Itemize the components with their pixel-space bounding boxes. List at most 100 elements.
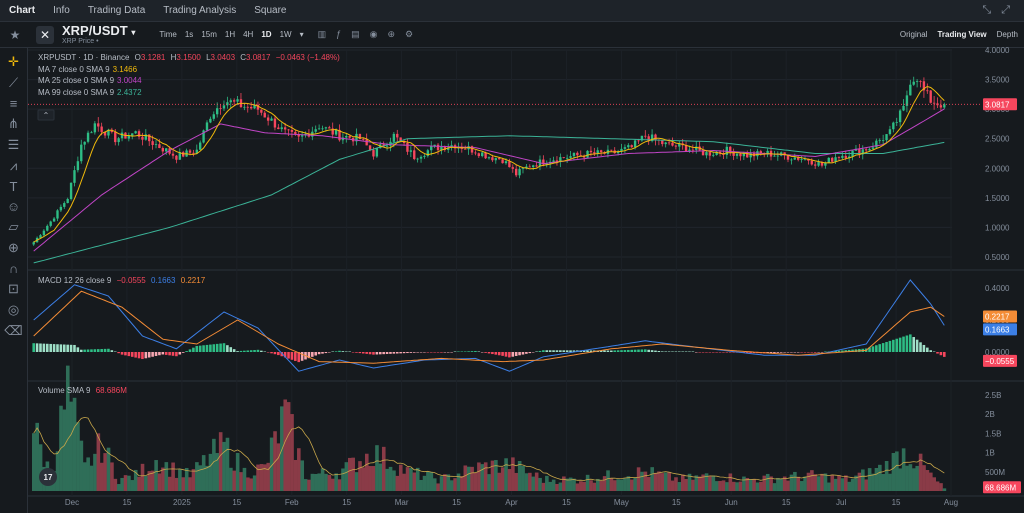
view-trading-view[interactable]: Trading View	[937, 30, 987, 39]
volume-bar	[929, 472, 933, 491]
timeframe-1d[interactable]: 1D	[261, 30, 272, 39]
volume-bar	[378, 463, 383, 491]
time-axis-label: Feb	[285, 498, 299, 507]
macd-histogram-bar	[528, 352, 532, 354]
favorite-star-icon[interactable]: ★	[9, 27, 21, 42]
candle-body	[756, 151, 759, 157]
pattern-icon[interactable]: ⩘	[9, 158, 18, 173]
layout-icon[interactable]: ▤	[351, 29, 360, 39]
candle-body	[508, 161, 511, 168]
candle-body	[331, 128, 334, 135]
candle-body	[783, 152, 786, 156]
volume-bar	[443, 474, 447, 491]
volume-bar	[140, 463, 145, 491]
macd-legend: MACD 12 26 close 9 −0.0555 0.1663 0.2217	[38, 275, 205, 287]
macd-histogram-bar	[239, 350, 243, 352]
macd-histogram-bar	[443, 352, 447, 353]
volume-bar	[103, 453, 107, 491]
fork-icon[interactable]: ⋔	[8, 116, 19, 131]
volume-bar	[820, 473, 824, 491]
macd-histogram-bar	[416, 352, 419, 353]
timeframe-1w[interactable]: 1W	[279, 30, 292, 39]
macd-histogram-bar	[480, 352, 484, 353]
tab-trading-data[interactable]: Trading Data	[87, 4, 146, 16]
text-icon[interactable]: T	[9, 179, 18, 194]
time-axis-label: 2025	[173, 498, 191, 507]
fib-icon[interactable]: ☰	[7, 137, 20, 152]
macd-histogram-bar	[307, 352, 311, 359]
volume-bar	[816, 476, 821, 491]
time-axis-label: Aug	[944, 498, 958, 507]
view-depth[interactable]: Depth	[996, 30, 1018, 39]
volume-bar	[738, 481, 743, 491]
pair-selector[interactable]: XRP/USDT ▾ XRP Price •	[62, 24, 135, 45]
magnet-icon[interactable]: ∩	[8, 261, 19, 276]
candle-body	[871, 147, 875, 149]
volume-bar	[79, 440, 84, 491]
last-price-badge	[983, 98, 1017, 111]
ohlc-line: XRPUSDT · 1D · Binance O3.1281 H3.1500 L…	[38, 52, 340, 64]
volume-bar	[123, 475, 128, 491]
chart-type-icon[interactable]: ▥	[317, 29, 327, 39]
macd-histogram-bar	[684, 351, 688, 352]
macd-histogram-bar	[113, 351, 117, 352]
candle-body	[175, 155, 178, 160]
candle-body	[708, 152, 712, 156]
volume-bar	[86, 457, 90, 491]
timeframe-4h[interactable]: 4H	[243, 30, 254, 39]
tab-info[interactable]: Info	[53, 4, 70, 16]
volume-bar	[731, 481, 736, 491]
emoji-icon[interactable]: ☺	[6, 199, 21, 214]
candle-body	[406, 142, 409, 152]
macd-histogram-bar	[803, 352, 807, 353]
macd-histogram-bar	[647, 349, 650, 352]
volume-bar	[181, 477, 186, 491]
timeframe-1h[interactable]: 1H	[224, 30, 236, 39]
trash-icon[interactable]: ⌫	[4, 323, 23, 338]
screenshot-icon[interactable]: ◉	[369, 29, 378, 39]
candle-body	[270, 118, 273, 121]
candle-body	[742, 153, 746, 157]
candle-body	[616, 151, 620, 154]
ruler-icon[interactable]: ▱	[8, 219, 19, 234]
candle-body	[888, 129, 892, 135]
expand-icon[interactable]: ⤢	[1001, 4, 1010, 16]
timeframe-time[interactable]: Time	[159, 30, 177, 39]
tab-chart[interactable]: Chart	[9, 4, 36, 16]
timeframe-15m[interactable]: 15m	[201, 30, 217, 39]
zoom-in-icon[interactable]: ⊕	[8, 240, 19, 255]
volume-bar	[551, 479, 556, 491]
volume-bar	[222, 441, 226, 491]
macd-histogram-bar	[657, 351, 661, 352]
macd-histogram-bar	[181, 352, 185, 353]
indicators-icon[interactable]: ƒ	[336, 29, 342, 39]
candle-body	[521, 168, 525, 170]
candle-body	[392, 133, 396, 142]
tab-trading-analysis[interactable]: Trading Analysis	[163, 4, 237, 16]
volume-bar	[521, 465, 525, 491]
crosshair-icon[interactable]: ✛	[8, 54, 19, 69]
time-axis-label: Jul	[836, 498, 846, 507]
volume-bar	[691, 479, 695, 491]
eye-icon[interactable]: ◎	[7, 302, 20, 317]
close-icon[interactable]: ✕	[36, 25, 54, 44]
timeframe-dropdown-icon[interactable]: ▾	[299, 30, 304, 39]
macd-histogram-bar	[888, 340, 892, 352]
macd-histogram-bar	[297, 352, 301, 363]
settings-gear-icon[interactable]: ⚙	[405, 29, 414, 39]
lock-icon[interactable]: ⊡	[8, 281, 19, 296]
candle-body	[790, 159, 793, 161]
add-icon[interactable]: ⊕	[387, 29, 396, 39]
volume-bar	[232, 470, 237, 491]
timeframe-1s[interactable]: 1s	[184, 30, 194, 39]
trendline-icon[interactable]: ⟋	[8, 75, 19, 90]
collapse-icon[interactable]: ⤡	[982, 4, 992, 16]
view-original[interactable]: Original	[899, 30, 928, 39]
macd-histogram-bar	[708, 352, 712, 353]
candle-body	[647, 136, 650, 142]
tab-square[interactable]: Square	[254, 4, 287, 16]
macd-histogram-bar	[470, 351, 474, 352]
horizontal-lines-icon[interactable]: ≡	[9, 96, 18, 111]
macd-histogram-bar	[667, 351, 671, 352]
